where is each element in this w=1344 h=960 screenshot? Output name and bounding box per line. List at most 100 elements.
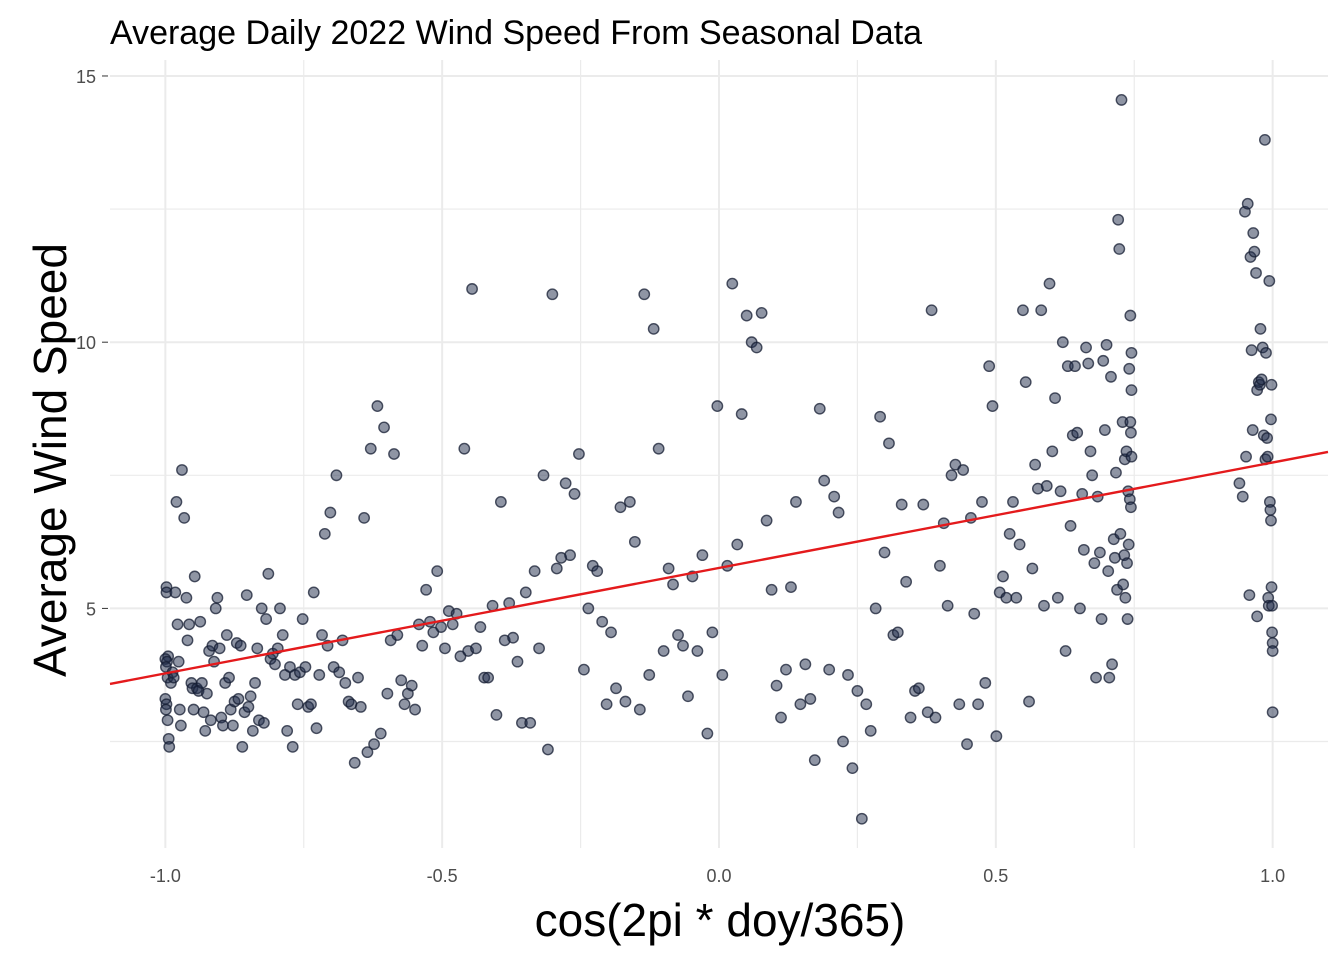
data-point	[1266, 645, 1279, 657]
data-point	[258, 716, 270, 729]
data-point	[1248, 245, 1261, 258]
data-point	[1090, 671, 1102, 684]
data-point	[358, 511, 371, 524]
data-point	[1054, 485, 1067, 498]
data-point	[623, 496, 636, 508]
data-point	[1084, 445, 1097, 458]
data-point	[420, 583, 433, 596]
data-point	[1056, 336, 1069, 349]
data-point	[249, 677, 261, 689]
data-point	[416, 639, 429, 652]
data-point	[953, 698, 966, 711]
data-point	[657, 645, 670, 657]
data-point	[286, 740, 299, 753]
data-point	[246, 724, 259, 737]
data-point	[490, 708, 503, 721]
data-point	[647, 322, 660, 335]
data-point	[546, 288, 559, 301]
x-tick-label: 1.0	[1260, 866, 1285, 886]
data-point	[855, 812, 868, 825]
data-point	[1097, 354, 1110, 367]
data-point	[983, 360, 996, 373]
data-point	[808, 754, 821, 767]
data-point	[662, 562, 675, 575]
data-point	[828, 490, 841, 503]
x-tick-label: 0.5	[983, 866, 1008, 886]
data-point	[305, 698, 317, 711]
data-point	[299, 661, 312, 673]
data-point	[591, 565, 604, 578]
data-point	[348, 756, 361, 769]
data-point	[528, 565, 541, 578]
data-point	[352, 671, 364, 684]
data-point	[1246, 424, 1259, 436]
data-point	[804, 693, 817, 705]
data-point	[925, 304, 938, 317]
data-point	[1125, 384, 1138, 397]
data-point	[1098, 424, 1111, 436]
data-point	[167, 671, 180, 684]
data-point	[398, 698, 411, 711]
data-point	[895, 498, 908, 511]
data-point	[474, 621, 487, 633]
data-point	[374, 727, 387, 740]
data-point	[972, 698, 984, 711]
data-point	[780, 663, 792, 676]
data-point	[187, 703, 200, 716]
data-point	[318, 527, 331, 540]
data-point	[236, 740, 249, 753]
data-point	[391, 629, 404, 641]
y-tick-labels: 5 10 15	[76, 67, 108, 619]
data-point	[799, 658, 812, 671]
data-point	[1064, 519, 1077, 532]
data-point	[842, 669, 854, 681]
data-point	[573, 448, 585, 460]
data-point	[316, 629, 328, 641]
data-point	[313, 669, 326, 681]
data-point	[851, 685, 864, 697]
data-point	[1000, 591, 1013, 604]
data-point	[1124, 416, 1137, 428]
data-point	[435, 621, 447, 633]
data-point	[169, 586, 182, 599]
data-point	[1265, 581, 1278, 594]
data-point	[813, 402, 826, 415]
data-point	[178, 511, 191, 524]
data-point	[431, 565, 444, 578]
data-point	[934, 559, 946, 572]
data-point	[1247, 227, 1260, 239]
data-point	[368, 738, 380, 751]
data-points	[159, 94, 1279, 825]
data-point	[1119, 591, 1132, 604]
x-tick-labels: -1.0 -0.5 0.0 0.5 1.0	[150, 866, 1285, 886]
data-point	[470, 642, 482, 655]
data-point	[619, 695, 632, 708]
data-point	[296, 613, 309, 625]
data-point	[507, 631, 519, 644]
data-point	[1106, 658, 1118, 671]
data-point	[900, 575, 913, 588]
data-point	[1265, 378, 1278, 391]
data-point	[1010, 591, 1023, 604]
data-point	[1241, 197, 1254, 210]
data-point	[409, 703, 421, 716]
data-point	[537, 469, 550, 482]
data-point	[1263, 275, 1276, 287]
data-point	[912, 682, 925, 695]
data-point	[1125, 426, 1137, 439]
data-point	[1251, 610, 1264, 623]
data-point	[519, 586, 532, 599]
data-point	[161, 714, 174, 727]
data-point	[276, 629, 289, 641]
data-point	[371, 400, 384, 412]
data-point	[262, 567, 275, 580]
data-point	[388, 448, 400, 460]
data-point	[1266, 706, 1279, 719]
data-point	[755, 307, 768, 319]
data-point	[1124, 309, 1137, 322]
data-point	[1088, 557, 1101, 570]
data-point	[1100, 338, 1113, 351]
data-point	[176, 464, 188, 476]
data-point	[1019, 376, 1032, 389]
